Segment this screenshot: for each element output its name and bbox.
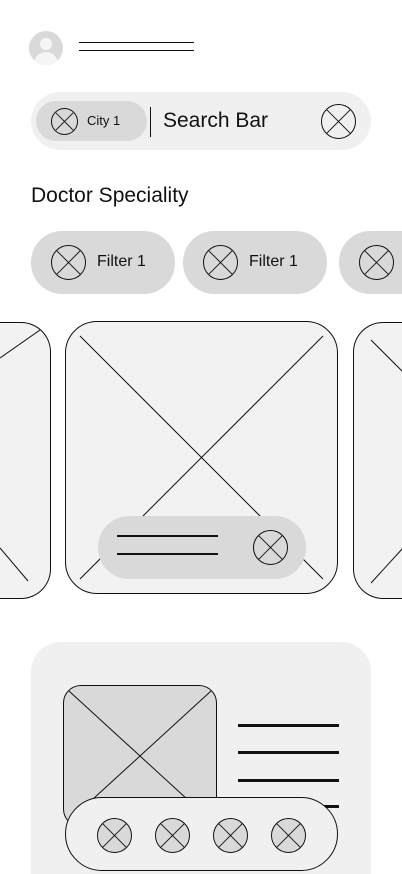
overlay-action-icon[interactable]: [253, 530, 288, 565]
avatar-head-shape: [40, 38, 52, 50]
filter-icon: [51, 245, 86, 280]
title-line: [79, 50, 194, 51]
doctor-info-line: [238, 751, 339, 754]
avatar[interactable]: [29, 31, 63, 65]
doctor-action-icon[interactable]: [271, 818, 306, 853]
doctor-info-line: [238, 724, 339, 727]
overlay-text-line: [117, 535, 218, 537]
title-line: [79, 42, 194, 43]
avatar-body-shape: [34, 52, 58, 65]
filter-icon: [203, 245, 238, 280]
header-title-placeholder: [79, 42, 194, 52]
carousel-card-prev[interactable]: [0, 322, 51, 599]
doctor-action-icon[interactable]: [155, 818, 190, 853]
filter-label: Filter 1: [97, 253, 146, 270]
city-chip-icon: [51, 108, 78, 135]
search-input[interactable]: Search Bar: [163, 109, 269, 132]
filter-icon: [359, 245, 394, 280]
city-chip-label: City 1: [87, 113, 121, 128]
section-title: Doctor Speciality: [31, 184, 189, 207]
overlay-text-line: [117, 553, 218, 555]
doctor-action-icon[interactable]: [213, 818, 248, 853]
carousel-card-next[interactable]: [353, 322, 402, 599]
search-text-cursor: [150, 107, 151, 137]
filter-label: Filter 1: [249, 253, 298, 270]
doctor-info-line: [238, 779, 339, 782]
search-clear-icon[interactable]: [321, 104, 356, 139]
doctor-action-icon[interactable]: [97, 818, 132, 853]
